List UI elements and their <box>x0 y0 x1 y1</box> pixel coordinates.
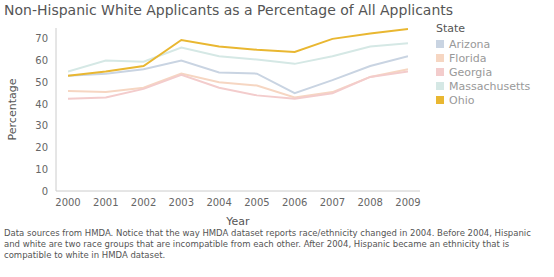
svg-text:2004: 2004 <box>206 197 231 208</box>
svg-text:2008: 2008 <box>357 197 382 208</box>
svg-text:2005: 2005 <box>244 197 269 208</box>
svg-text:10: 10 <box>35 164 48 175</box>
svg-text:30: 30 <box>35 120 48 131</box>
svg-text:Year: Year <box>225 215 250 225</box>
svg-text:70: 70 <box>35 33 48 44</box>
html-text:Arizona: Arizona <box>449 37 491 51</box>
svg-text:2001: 2001 <box>93 197 118 208</box>
svg-text:60: 60 <box>35 55 48 66</box>
svg-text:2007: 2007 <box>320 197 345 208</box>
html-text:Ohio: Ohio <box>449 93 475 107</box>
svg-text:2000: 2000 <box>55 197 80 208</box>
html-text:Data sources from HMDA. Notice: Data sources from HMDA. Notice that the … <box>4 228 531 260</box>
svg-text:2006: 2006 <box>282 197 307 208</box>
svg-text:Percentage: Percentage <box>8 78 19 140</box>
svg-text:50: 50 <box>35 77 48 88</box>
svg-text:2002: 2002 <box>131 197 156 208</box>
svg-text:2003: 2003 <box>169 197 194 208</box>
svg-text:40: 40 <box>35 99 48 110</box>
html-text:Massachusetts: Massachusetts <box>449 79 531 93</box>
html-text:Georgia: Georgia <box>449 65 493 79</box>
html-text:Florida: Florida <box>449 51 487 65</box>
html-text:Non-Hispanic White Applicants: Non-Hispanic White Applicants as a Perce… <box>4 2 454 18</box>
html-text:State: State <box>436 22 466 35</box>
svg-text:0: 0 <box>42 186 48 197</box>
svg-text:2009: 2009 <box>395 197 420 208</box>
svg-text:20: 20 <box>35 142 48 153</box>
